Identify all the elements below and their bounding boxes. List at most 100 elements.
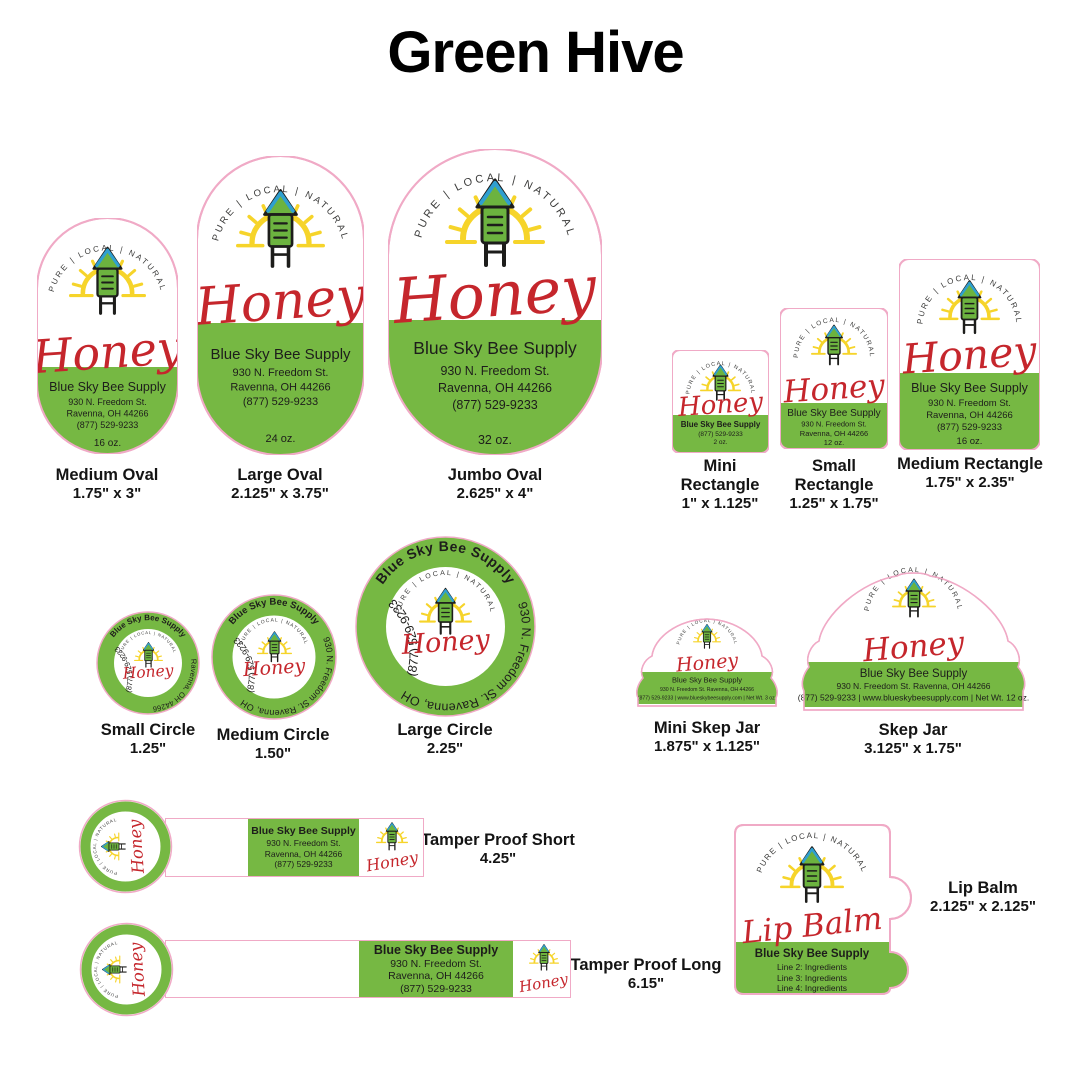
- green-band: [672, 415, 769, 453]
- phone-line: (877) 529-9233: [274, 859, 333, 870]
- label-dims: 6.15": [627, 975, 665, 992]
- label-dims: 1.25" x 1.75": [789, 495, 879, 512]
- tamper-long-caption: Tamper Proof Long 6.15": [560, 956, 732, 993]
- product-script: Honey: [37, 320, 178, 385]
- tamper-short-caption: Tamper Proof Short 4.25": [413, 831, 583, 868]
- label-dims: 1.875" x 1.125": [654, 738, 760, 755]
- tamper-short-end-art: Honey: [364, 821, 421, 875]
- label-dims: 1.50": [254, 745, 292, 762]
- net-weight: 16 oz.: [94, 438, 121, 449]
- label-dims: 1.75" x 3": [72, 485, 142, 502]
- label-dims: 2.25": [426, 740, 464, 757]
- label-dims: 1.75" x 2.35": [925, 474, 1015, 491]
- company-line: Blue Sky Bee Supply: [672, 676, 742, 685]
- phone-line: (877) 529-9233: [400, 982, 472, 995]
- small-rectangle-label: PURE | LOCAL | NATURAL Honey Blue Sky Be…: [780, 308, 888, 449]
- medium-circle-label: Blue Sky Bee Supply (877) 529-9233 930 N…: [211, 594, 337, 720]
- label-name: Large Oval: [237, 466, 323, 484]
- medium-oval-caption: Medium Oval 1.75" x 3": [27, 466, 187, 503]
- tamper-short-address-block: Blue Sky Bee Supply 930 N. Freedom St. R…: [248, 819, 359, 876]
- city-line: Ravenna, OH 44266: [926, 410, 1013, 421]
- product-script: Honey: [197, 266, 364, 338]
- label-dims: 1" x 1.125": [681, 495, 759, 512]
- street-line: 930 N. Freedom St.: [801, 420, 866, 429]
- product-script: Honey: [126, 941, 149, 998]
- product-script: Honey: [781, 367, 886, 410]
- phone-line: (877) 529-9233: [937, 422, 1002, 433]
- label-name-2: Rectangle: [680, 476, 760, 494]
- tamper-long-end-art: Honey: [517, 943, 570, 997]
- label-name: Large Circle: [397, 721, 493, 739]
- medium-oval-label: PURE | LOCAL | NATURAL Honey Blue Sky Be…: [37, 218, 178, 454]
- mini-skep-label: PURE | LOCAL | NATURAL Honey Blue Sky Be…: [636, 618, 778, 707]
- label-name: Medium Rectangle: [897, 455, 1043, 473]
- product-script: Honey: [517, 970, 570, 997]
- net-weight: 24 oz.: [266, 433, 296, 445]
- label-name: Lip Balm: [948, 879, 1018, 897]
- city-line: Ravenna, OH 44266: [800, 429, 868, 438]
- label-dims: 2.125" x 2.125": [930, 898, 1036, 915]
- hive-sun-icon: [529, 943, 559, 971]
- ingredients-line-3: Line 3: Ingredients: [777, 973, 847, 983]
- address-line: 930 N. Freedom St. Ravenna, OH 44266: [660, 687, 754, 693]
- lip-balm-caption: Lip Balm 2.125" x 2.125": [908, 879, 1058, 916]
- skep-caption: Skep Jar 3.125" x 1.75": [833, 721, 993, 758]
- product-script: Honey: [390, 251, 600, 338]
- phone-line: (877) 529-9233: [243, 396, 318, 408]
- company-line: Blue Sky Bee Supply: [251, 825, 356, 838]
- city-line: Ravenna, OH 44266: [264, 848, 343, 859]
- company-line: Blue Sky Bee Supply: [210, 346, 351, 363]
- street-line: 930 N. Freedom St.: [928, 398, 1011, 409]
- ingredients-line-4: Line 4: Ingredients: [777, 983, 847, 993]
- label-name: Small Circle: [100, 721, 196, 739]
- label-name: Small: [811, 457, 857, 475]
- street-line: 930 N. Freedom St.: [266, 838, 341, 849]
- green-band: [735, 942, 911, 994]
- small-circle-label: Blue Sky Bee Supply (877) 529-9233 Raven…: [96, 611, 200, 715]
- green-band: [899, 373, 1040, 450]
- company-line: Blue Sky Bee Supply: [49, 380, 166, 394]
- net-weight: 12 oz.: [824, 438, 844, 447]
- label-name: Jumbo Oval: [447, 466, 543, 484]
- green-band: [636, 672, 778, 704]
- skep-label: PURE | LOCAL | NATURAL Honey Blue Sky Be…: [798, 567, 1030, 711]
- product-script: Honey: [900, 326, 1039, 383]
- large-oval-label: PURE | LOCAL | NATURAL Honey Blue Sky Be…: [197, 156, 364, 455]
- mini-skep-caption: Mini Skep Jar 1.875" x 1.125": [627, 719, 787, 756]
- medium-rectangle-caption: Medium Rectangle 1.75" x 2.35": [889, 455, 1051, 492]
- company-line: Blue Sky Bee Supply: [911, 381, 1028, 395]
- company-line: Blue Sky Bee Supply: [681, 420, 761, 429]
- company-line: Blue Sky Bee Supply: [755, 948, 870, 960]
- company-line: Blue Sky Bee Supply: [860, 668, 968, 680]
- product-script: Honey: [364, 847, 421, 875]
- hive-sun-icon: [376, 821, 408, 851]
- label-dims: 2.125" x 3.75": [231, 485, 329, 502]
- label-dims: 3.125" x 1.75": [864, 740, 962, 757]
- label-name: Tamper Proof Long: [570, 956, 722, 974]
- product-script: Honey: [676, 387, 764, 423]
- product-script: Honey: [860, 625, 966, 670]
- street-line: 930 N. Freedom St.: [440, 364, 549, 378]
- address-line: 930 N. Freedom St. Ravenna, OH 44266: [836, 681, 990, 691]
- company-line: Blue Sky Bee Supply: [787, 408, 880, 419]
- page-title: Green Hive: [387, 20, 684, 85]
- jumbo-oval-caption: Jumbo Oval 2.625" x 4": [415, 466, 575, 503]
- product-script: Honey: [125, 818, 148, 875]
- info-line: (877) 529-9233 | www.blueskybeesupply.co…: [798, 693, 1030, 703]
- ingredients-line-2: Line 2: Ingredients: [777, 962, 847, 972]
- medium-rectangle-label: PURE | LOCAL | NATURAL Honey Blue Sky Be…: [899, 259, 1040, 450]
- mini-rectangle-label: PURE | LOCAL | NATURAL Honey Blue Sky Be…: [672, 350, 769, 453]
- product-script: Honey: [121, 661, 174, 683]
- label-name: Skep Jar: [878, 721, 948, 739]
- phone-line: (877) 529-9233: [698, 431, 743, 438]
- product-script: Honey: [399, 624, 491, 661]
- small-rectangle-caption: Small Rectangle 1.25" x 1.75": [776, 457, 892, 513]
- jumbo-oval-label: PURE | LOCAL | NATURAL Honey Blue Sky Be…: [388, 149, 602, 455]
- tamper-long-circle: PURE | LOCAL | NATURAL Honey: [79, 922, 174, 1017]
- green-ring: [81, 924, 172, 1015]
- street-line: 930 N. Freedom St.: [390, 957, 482, 970]
- company-line: Blue Sky Bee Supply: [373, 942, 499, 957]
- label-dims: 4.25": [479, 850, 517, 867]
- large-oval-caption: Large Oval 2.125" x 3.75": [200, 466, 360, 503]
